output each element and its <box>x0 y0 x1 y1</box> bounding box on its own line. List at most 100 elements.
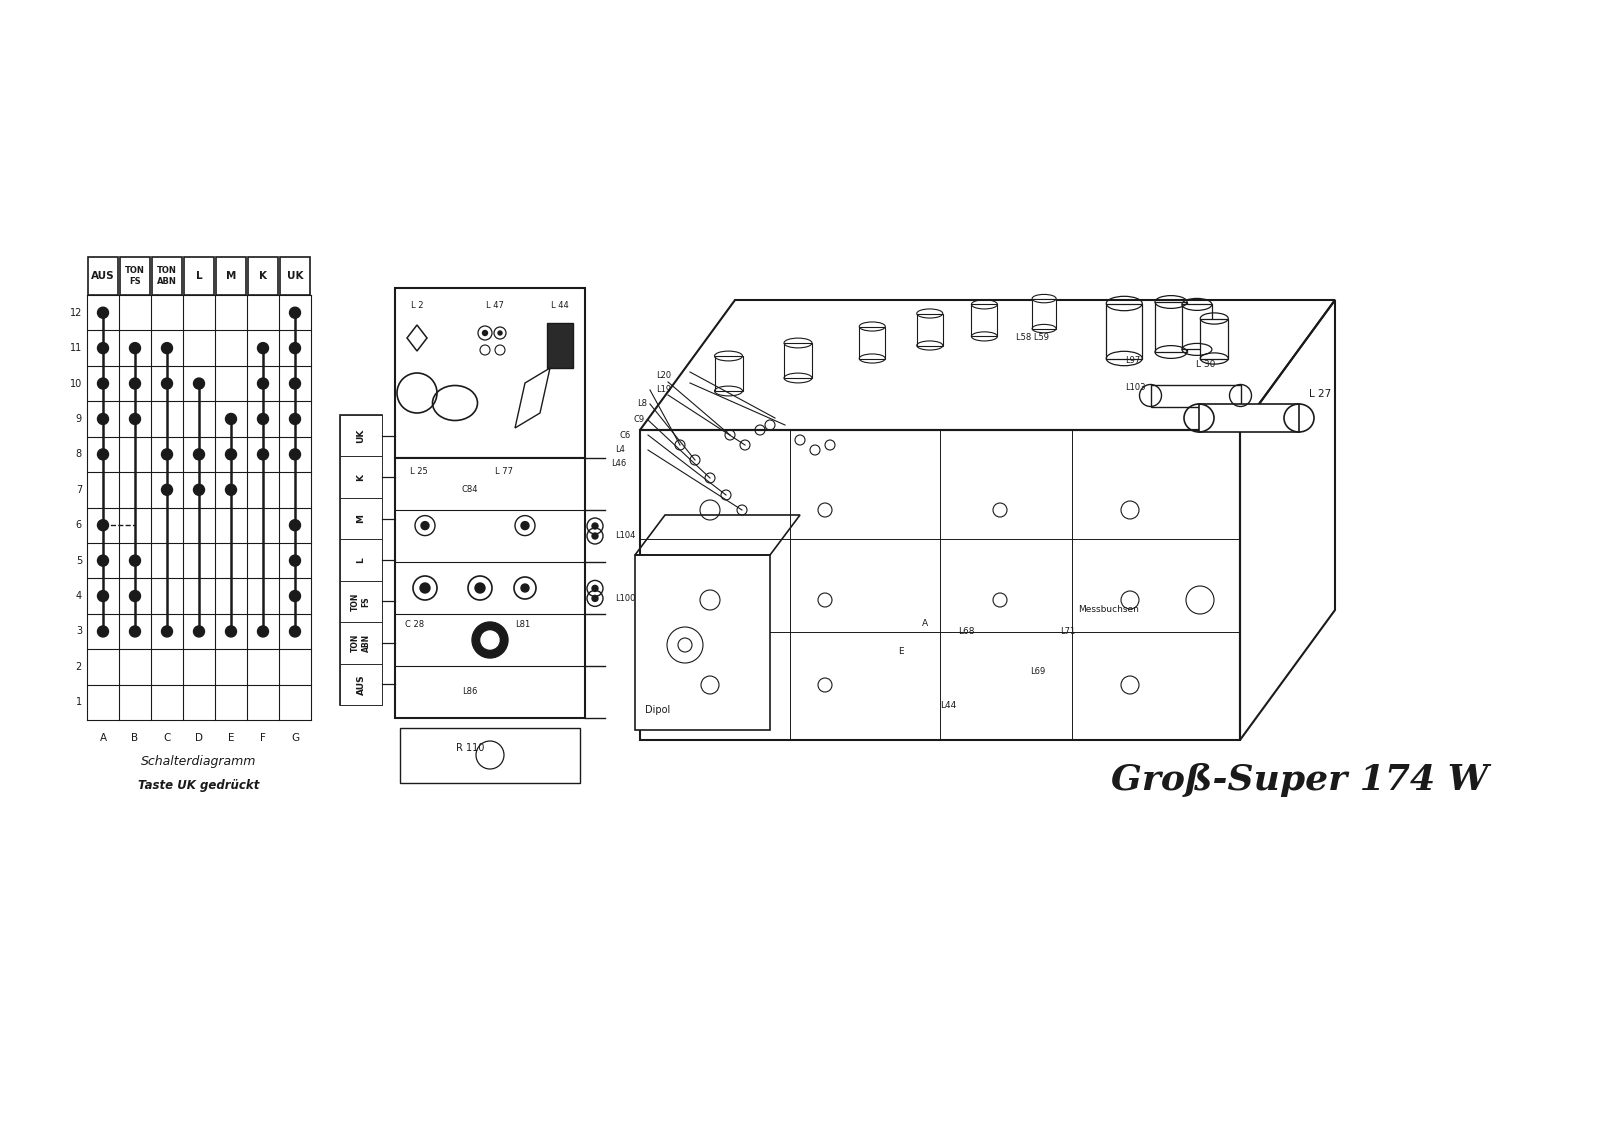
Text: A: A <box>99 733 107 743</box>
Text: L44: L44 <box>941 701 957 709</box>
Text: G: G <box>291 733 299 743</box>
Circle shape <box>592 595 598 602</box>
Text: AUS: AUS <box>91 271 115 280</box>
Text: 12: 12 <box>70 308 82 318</box>
Text: 4: 4 <box>75 592 82 601</box>
Circle shape <box>162 625 173 637</box>
Circle shape <box>472 622 509 658</box>
Bar <box>1150 385 1240 406</box>
Circle shape <box>592 523 598 529</box>
Circle shape <box>98 378 109 389</box>
Text: L100: L100 <box>614 594 635 603</box>
Text: L 44: L 44 <box>550 302 570 311</box>
Text: L 77: L 77 <box>494 466 514 475</box>
Circle shape <box>130 590 141 602</box>
Text: D: D <box>195 733 203 743</box>
Text: L46: L46 <box>611 459 626 468</box>
Circle shape <box>592 533 598 539</box>
Text: Schalterdiagramm: Schalterdiagramm <box>141 756 256 768</box>
Bar <box>547 323 573 368</box>
Circle shape <box>482 631 499 649</box>
Circle shape <box>258 343 269 354</box>
Text: L81: L81 <box>515 620 530 629</box>
FancyBboxPatch shape <box>184 257 214 295</box>
Bar <box>1198 404 1299 432</box>
Text: L 30: L 30 <box>1195 360 1214 369</box>
Circle shape <box>290 449 301 460</box>
Text: UK: UK <box>286 271 304 280</box>
Text: B: B <box>131 733 139 743</box>
Text: E: E <box>227 733 234 743</box>
Circle shape <box>98 590 109 602</box>
Bar <box>635 555 770 729</box>
Text: A: A <box>922 620 928 629</box>
Bar <box>339 415 382 705</box>
FancyBboxPatch shape <box>216 257 246 295</box>
Circle shape <box>226 484 237 495</box>
Text: L 47: L 47 <box>486 302 504 311</box>
FancyBboxPatch shape <box>88 257 118 295</box>
Circle shape <box>226 625 237 637</box>
Text: C 28: C 28 <box>405 620 424 629</box>
Text: L104: L104 <box>614 532 635 541</box>
Bar <box>640 430 1240 740</box>
FancyBboxPatch shape <box>120 257 150 295</box>
Text: TON
FS: TON FS <box>352 593 371 611</box>
Bar <box>395 458 586 718</box>
Circle shape <box>162 378 173 389</box>
Circle shape <box>130 343 141 354</box>
Text: K: K <box>259 271 267 280</box>
Bar <box>715 356 742 391</box>
Text: L68: L68 <box>958 627 974 636</box>
Circle shape <box>98 414 109 424</box>
Bar <box>1182 304 1211 349</box>
Circle shape <box>592 586 598 592</box>
Circle shape <box>226 414 237 424</box>
Circle shape <box>130 555 141 567</box>
Bar <box>971 304 997 336</box>
Text: C: C <box>163 733 171 743</box>
Text: R 110: R 110 <box>456 743 485 753</box>
Text: L103: L103 <box>1125 383 1146 392</box>
Text: L 2: L 2 <box>411 302 424 311</box>
Circle shape <box>290 555 301 567</box>
Circle shape <box>130 414 141 424</box>
Circle shape <box>258 414 269 424</box>
Text: AUS: AUS <box>357 674 365 694</box>
Text: Groß-Super 174 W: Groß-Super 174 W <box>1112 763 1488 797</box>
Text: 10: 10 <box>70 379 82 389</box>
Bar <box>339 580 382 622</box>
Bar <box>917 313 942 345</box>
Circle shape <box>98 343 109 354</box>
Text: L: L <box>357 558 365 563</box>
Text: L4: L4 <box>614 446 626 455</box>
Circle shape <box>498 331 502 335</box>
Text: 1: 1 <box>75 698 82 707</box>
Text: M: M <box>357 515 365 523</box>
Circle shape <box>483 330 488 336</box>
Circle shape <box>522 521 530 529</box>
Text: Taste UK gedrückt: Taste UK gedrückt <box>138 778 259 792</box>
Circle shape <box>162 484 173 495</box>
Circle shape <box>162 343 173 354</box>
Bar <box>339 415 382 457</box>
Text: E: E <box>898 648 904 656</box>
Circle shape <box>98 555 109 567</box>
Text: L86: L86 <box>462 688 478 697</box>
FancyBboxPatch shape <box>280 257 310 295</box>
Text: 9: 9 <box>75 414 82 424</box>
Bar <box>859 327 885 359</box>
Circle shape <box>98 520 109 530</box>
Text: C84: C84 <box>462 485 478 494</box>
Circle shape <box>194 378 205 389</box>
Text: L71: L71 <box>1059 627 1075 636</box>
Text: C6: C6 <box>619 432 630 440</box>
Text: UK: UK <box>357 429 365 443</box>
Text: L 25: L 25 <box>410 466 427 475</box>
Circle shape <box>290 520 301 530</box>
Text: 7: 7 <box>75 485 82 494</box>
Circle shape <box>290 414 301 424</box>
Text: L: L <box>195 271 202 280</box>
Circle shape <box>98 625 109 637</box>
Bar <box>339 539 382 580</box>
